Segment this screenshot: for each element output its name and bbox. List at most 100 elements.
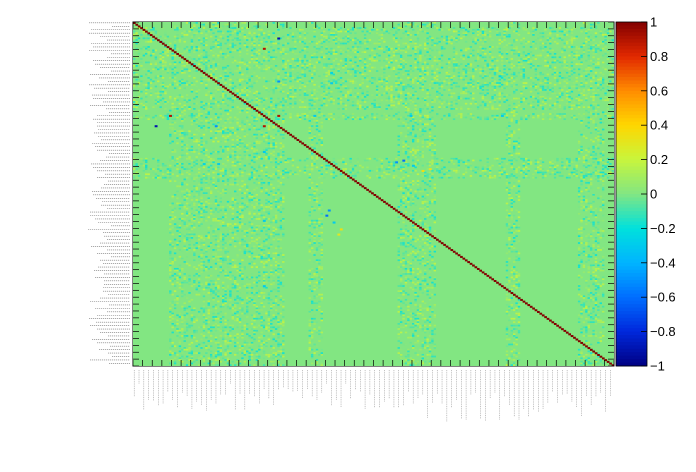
matrix-cell [171,54,174,57]
matrix-cell [522,58,526,60]
matrix-cell [397,68,400,71]
matrix-cell [234,28,237,31]
matrix-cell [565,34,569,36]
matrix-cell [330,101,333,103]
matrix-cell [137,166,141,169]
matrix-cell [260,97,263,100]
matrix-cell [479,65,482,67]
matrix-cell [323,40,326,43]
matrix-cell [428,161,432,164]
matrix-cell [424,114,427,117]
matrix-cell [527,116,530,119]
matrix-cell [342,102,345,105]
matrix-cell [238,30,242,33]
matrix-cell [561,99,564,102]
matrix-cell [496,85,499,88]
matrix-cell [529,95,533,98]
matrix-cell [525,42,528,45]
matrix-cell [164,102,167,105]
matrix-cell [491,89,494,91]
matrix-cell [416,40,420,43]
matrix-cell [440,99,444,102]
matrix-cell [585,82,588,84]
matrix-cell [512,71,516,74]
matrix-cell [356,61,360,64]
matrix-cell [279,58,283,60]
matrix-cell [265,89,268,91]
matrix-cell [320,125,323,127]
matrix-cell [349,90,352,93]
matrix-cell [258,109,261,112]
matrix-cell [450,83,453,86]
matrix-cell [601,128,605,131]
matrix-cell [438,58,441,60]
matrix-cell [411,157,415,160]
matrix-cell [505,113,509,115]
matrix-cell [508,120,511,122]
matrix-cell [173,63,177,65]
matrix-cell [195,123,198,126]
matrix-cell [323,90,326,93]
matrix-cell [520,63,523,65]
matrix-cell [238,156,242,158]
matrix-cell [546,37,550,40]
matrix-cell [601,80,605,83]
matrix-cell [383,78,386,81]
matrix-cell [486,49,489,52]
matrix-cell [272,149,275,151]
matrix-cell [349,104,352,107]
matrix-cell [255,101,259,103]
matrix-cell [481,30,485,33]
matrix-cell [267,142,271,145]
matrix-cell [193,63,196,65]
matrix-cell [436,83,439,86]
matrix-cell [171,151,174,153]
matrix-cell [549,66,552,69]
matrix-cell [236,138,239,141]
matrix-cell [157,164,160,167]
matrix-cell [452,27,456,29]
matrix-cell [426,104,429,107]
matrix-cell [265,35,268,38]
matrix-cell [164,164,167,167]
matrix-cell [298,114,302,117]
matrix-cell [282,104,285,107]
matrix-cell [301,28,304,31]
matrix-cell [207,138,210,141]
matrix-cell [135,102,138,105]
matrix-cell [171,75,174,78]
matrix-cell [145,101,148,103]
matrix-cell [383,75,386,78]
matrix-cell [438,59,441,62]
matrix-cell [589,164,593,167]
matrix-cell [517,137,521,139]
matrix-cell [195,145,198,148]
matrix-cell [159,83,162,86]
matrix-cell [539,89,542,91]
matrix-cell [491,95,494,98]
matrix-cell [236,92,239,95]
matrix-cell [195,118,198,121]
matrix-cell [147,34,150,36]
matrix-cell [503,65,506,67]
matrix-cell [238,54,242,57]
matrix-cell [224,83,227,86]
matrix-cell [332,52,336,55]
matrix-cell [378,102,381,105]
matrix-cell [419,44,422,47]
matrix-cell [476,65,480,67]
matrix-cell [236,161,239,164]
matrix-cell [349,39,352,41]
matrix-cell [142,51,146,53]
matrix-cell [219,78,222,81]
matrix-cell [258,152,261,155]
matrix-cell [246,49,249,52]
matrix-cell [392,163,396,165]
matrix-cell [601,142,605,145]
matrix-cell [183,113,186,115]
matrix-cell [537,92,540,95]
matrix-cell [397,28,400,31]
matrix-cell [209,125,213,127]
matrix-cell [154,157,158,160]
matrix-cell [597,161,600,164]
